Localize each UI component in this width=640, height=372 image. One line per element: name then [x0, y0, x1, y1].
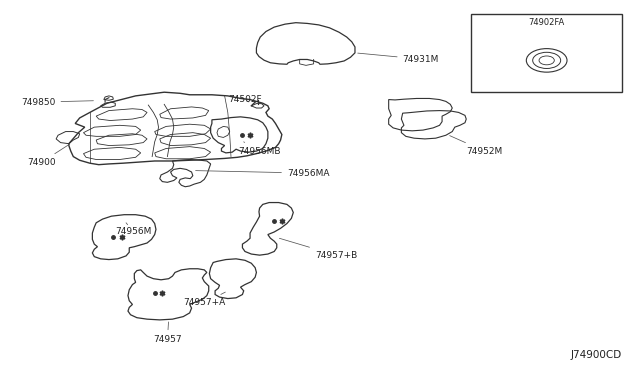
Text: 74931M: 74931M: [358, 53, 439, 64]
Text: 74952M: 74952M: [450, 136, 502, 155]
Text: 749850: 749850: [21, 97, 93, 107]
Text: 74956MA: 74956MA: [196, 169, 330, 177]
Text: 74900: 74900: [27, 144, 70, 167]
Text: 74502F: 74502F: [228, 95, 261, 104]
Text: J74900CD: J74900CD: [571, 350, 622, 360]
Text: 74902FA: 74902FA: [529, 18, 564, 27]
Text: 74957+A: 74957+A: [183, 292, 225, 308]
Text: 74956M: 74956M: [115, 223, 152, 237]
Text: 74956MB: 74956MB: [239, 142, 281, 155]
FancyBboxPatch shape: [471, 14, 622, 92]
Text: 74957: 74957: [153, 322, 182, 344]
Text: 74957+B: 74957+B: [280, 238, 357, 260]
